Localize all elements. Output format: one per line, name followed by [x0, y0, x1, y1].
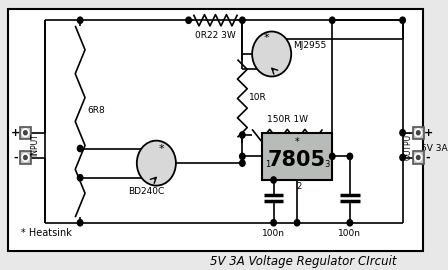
Circle shape	[24, 131, 27, 135]
Text: 100n: 100n	[338, 230, 362, 238]
Text: 100n: 100n	[262, 230, 285, 238]
Text: +: +	[11, 128, 20, 138]
Circle shape	[294, 220, 300, 226]
Text: 1: 1	[265, 160, 270, 169]
Text: -: -	[13, 153, 18, 163]
Bar	[413, 127, 424, 139]
Text: 7805: 7805	[268, 150, 326, 170]
Bar	[20, 151, 31, 164]
Text: MJ2955: MJ2955	[293, 40, 327, 49]
Text: INPUT: INPUT	[30, 134, 40, 157]
Circle shape	[417, 131, 420, 135]
Circle shape	[240, 153, 245, 160]
Circle shape	[22, 154, 29, 161]
Bar	[413, 151, 424, 164]
Bar	[20, 127, 31, 139]
Text: 5V 3A Voltage Regulator CIrcuit: 5V 3A Voltage Regulator CIrcuit	[210, 255, 396, 268]
Text: *: *	[158, 144, 164, 154]
Circle shape	[78, 17, 83, 23]
Text: -: -	[426, 153, 431, 163]
Circle shape	[415, 129, 422, 137]
Text: OUTPUT: OUTPUT	[404, 130, 413, 160]
Text: 3: 3	[324, 160, 329, 169]
Circle shape	[400, 17, 405, 23]
Circle shape	[417, 156, 420, 160]
Text: 10R: 10R	[249, 93, 267, 102]
Text: 150R 1W: 150R 1W	[267, 115, 308, 124]
Circle shape	[137, 141, 176, 186]
Circle shape	[330, 17, 335, 23]
Circle shape	[271, 177, 276, 183]
Text: *: *	[295, 137, 299, 147]
Circle shape	[400, 130, 405, 136]
Circle shape	[330, 153, 335, 160]
Circle shape	[415, 154, 422, 161]
Bar	[8, 9, 423, 251]
Circle shape	[24, 156, 27, 160]
Text: 0R22 3W: 0R22 3W	[195, 32, 236, 40]
Text: 5V 3A: 5V 3A	[421, 144, 447, 153]
Circle shape	[78, 145, 83, 152]
Circle shape	[186, 17, 191, 23]
Circle shape	[240, 132, 245, 138]
Text: *: *	[264, 32, 269, 42]
Text: BD240C: BD240C	[129, 187, 165, 195]
Circle shape	[252, 32, 291, 76]
Circle shape	[240, 160, 245, 166]
Text: * Heatsink: * Heatsink	[22, 228, 73, 238]
Circle shape	[400, 154, 405, 161]
Circle shape	[347, 153, 353, 160]
Circle shape	[347, 220, 353, 226]
Circle shape	[22, 129, 29, 137]
Text: 2: 2	[297, 182, 302, 191]
Circle shape	[78, 220, 83, 226]
Circle shape	[240, 17, 245, 23]
Text: 6R8: 6R8	[87, 106, 105, 115]
Circle shape	[78, 175, 83, 181]
Circle shape	[271, 220, 276, 226]
Text: +: +	[423, 128, 433, 138]
Bar	[262, 133, 332, 180]
